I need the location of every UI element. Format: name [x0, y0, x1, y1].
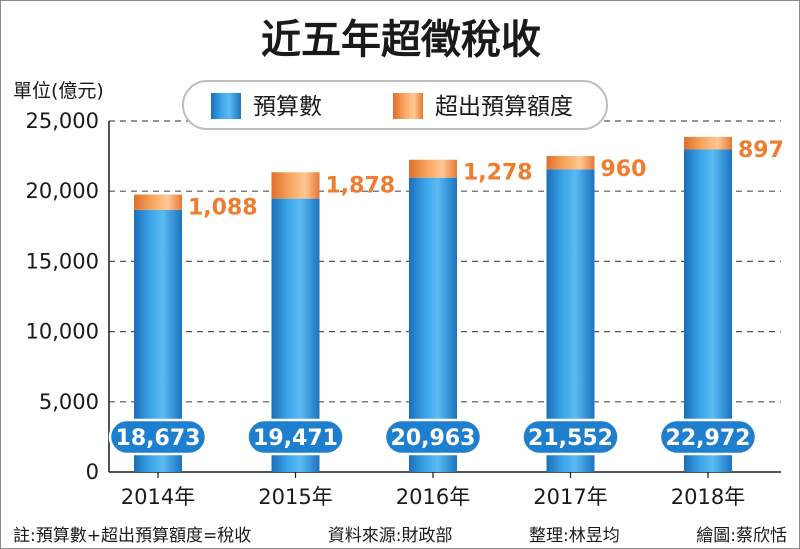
- y-tick-label: 5,000: [39, 390, 99, 414]
- excess-value-label: 897: [738, 138, 784, 163]
- bar-budget: [684, 149, 732, 472]
- x-tick-label: 2017年: [533, 485, 607, 509]
- x-tick-label: 2014年: [121, 485, 195, 509]
- budget-value-label: 18,673: [116, 426, 201, 451]
- excess-value-label: 960: [601, 157, 647, 182]
- legend-label-excess: 超出預算額度: [435, 94, 573, 120]
- excess-value-label: 1,878: [326, 173, 396, 198]
- budget-value-label: 19,471: [253, 426, 338, 451]
- budget-value-label: 20,963: [391, 426, 476, 451]
- footnote-editor: 整理:林昱均: [528, 525, 620, 546]
- budget-value-pill: [246, 418, 345, 456]
- footnote-artist: 繪圖:蔡欣恬: [696, 525, 787, 546]
- bar-excess: [409, 159, 457, 178]
- x-tick-label: 2016年: [396, 485, 470, 509]
- legend-label-budget: 預算數: [253, 94, 322, 120]
- footnote: 註:預算數+超出預算額度=稅收 資料來源:財政部 整理:林昱均 繪圖:蔡欣恬: [13, 522, 787, 546]
- excess-value-label: 1,088: [188, 196, 258, 221]
- x-tick-label: 2018年: [671, 485, 745, 509]
- budget-value-label: 21,552: [528, 426, 613, 451]
- y-tick-label: 10,000: [26, 320, 99, 344]
- bar-excess: [134, 194, 182, 210]
- excess-value-label: 1,278: [463, 161, 533, 186]
- bar-excess: [271, 172, 320, 199]
- y-axis-unit-label: 單位(億元): [13, 80, 104, 102]
- footnote-source: 資料來源:財政部: [327, 525, 453, 546]
- budget-value-pill: [108, 418, 208, 456]
- y-tick-label: 25,000: [26, 109, 99, 133]
- budget-value-pill: [521, 418, 620, 456]
- chart-title: 近五年超徵稅收: [261, 17, 541, 63]
- legend-swatch-budget: [211, 93, 241, 119]
- legend-swatch-excess: [393, 93, 423, 119]
- y-tick-label: 15,000: [26, 249, 99, 273]
- budget-value-pill: [658, 418, 758, 456]
- legend: 預算數 超出預算額度: [182, 80, 608, 130]
- x-tick-label: 2015年: [258, 485, 332, 509]
- budget-value-pill: [383, 418, 483, 456]
- footnote-note: 註:預算數+超出預算額度=稅收: [13, 525, 252, 546]
- bar-excess: [684, 136, 732, 150]
- bar-excess: [546, 155, 595, 170]
- budget-value-label: 22,972: [666, 426, 751, 451]
- y-tick-label: 20,000: [26, 179, 99, 203]
- y-tick-label: 0: [86, 460, 99, 484]
